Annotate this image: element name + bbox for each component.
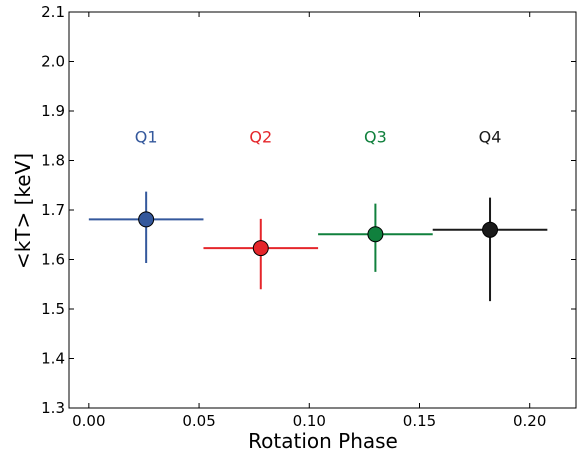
data-point — [367, 226, 384, 243]
series-q4: Q4 — [432, 128, 548, 302]
phase-label: Q3 — [364, 128, 387, 147]
data-point — [482, 221, 499, 238]
x-tick-label: 0.10 — [293, 412, 326, 430]
y-tick-label: 1.6 — [41, 251, 65, 269]
x-tick-label: 0.15 — [403, 412, 436, 430]
y-tick-label: 1.3 — [41, 399, 65, 417]
phase-label: Q4 — [479, 128, 502, 147]
phase-label: Q1 — [135, 128, 158, 147]
series-q2: Q2 — [203, 128, 319, 290]
y-tick-label: 1.5 — [41, 300, 65, 318]
y-tick-label: 2.0 — [41, 53, 65, 71]
y-axis-title: <kT> [keV] — [11, 153, 35, 269]
y-tick-label: 1.9 — [41, 102, 65, 120]
data-point — [138, 211, 155, 228]
plot-frame — [68, 11, 577, 409]
x-axis-title: Rotation Phase — [248, 429, 398, 453]
y-tick-label: 1.4 — [41, 350, 65, 368]
data-marks: Q1 Q2 Q3 Q4 — [88, 128, 548, 302]
y-tick-label: 1.7 — [41, 201, 65, 219]
y-tick-label: 1.8 — [41, 152, 65, 170]
series-q1: Q1 — [88, 128, 204, 263]
y-tick-label: 2.1 — [41, 3, 65, 21]
data-point — [252, 240, 269, 257]
axis-ticks: 0.00 0.05 0.10 0.15 0.20 1.3 1.4 1.5 1.6 1.7 1.8 1.… — [41, 3, 576, 430]
x-tick-label: 0.20 — [513, 412, 546, 430]
x-tick-label: 0.00 — [72, 412, 105, 430]
series-q3: Q3 — [318, 128, 433, 272]
phase-label: Q2 — [249, 128, 272, 147]
x-tick-label: 0.05 — [182, 412, 215, 430]
